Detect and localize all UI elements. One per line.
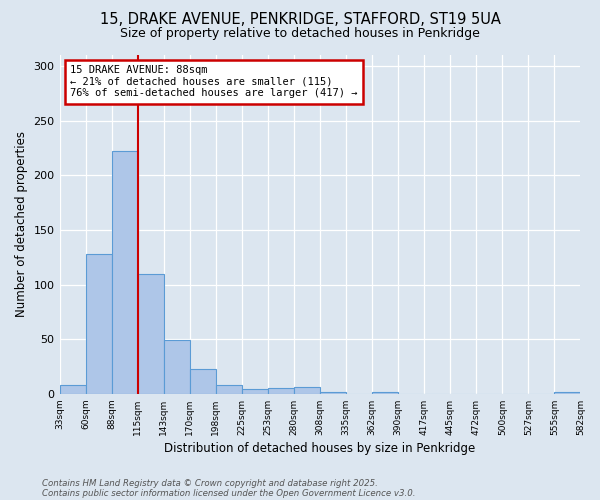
Bar — [268, 388, 294, 394]
Bar — [137, 274, 164, 394]
X-axis label: Distribution of detached houses by size in Penkridge: Distribution of detached houses by size … — [164, 442, 476, 455]
Text: Contains public sector information licensed under the Open Government Licence v3: Contains public sector information licen… — [42, 488, 415, 498]
Text: 15 DRAKE AVENUE: 88sqm
← 21% of detached houses are smaller (115)
76% of semi-de: 15 DRAKE AVENUE: 88sqm ← 21% of detached… — [70, 65, 358, 98]
Bar — [554, 392, 581, 394]
Text: Size of property relative to detached houses in Penkridge: Size of property relative to detached ho… — [120, 28, 480, 40]
Bar — [59, 385, 86, 394]
Bar — [112, 151, 137, 394]
Bar — [242, 390, 268, 394]
Bar — [86, 254, 112, 394]
Bar — [190, 368, 216, 394]
Bar — [164, 340, 190, 394]
Text: Contains HM Land Registry data © Crown copyright and database right 2025.: Contains HM Land Registry data © Crown c… — [42, 478, 378, 488]
Y-axis label: Number of detached properties: Number of detached properties — [15, 132, 28, 318]
Bar — [372, 392, 398, 394]
Text: 15, DRAKE AVENUE, PENKRIDGE, STAFFORD, ST19 5UA: 15, DRAKE AVENUE, PENKRIDGE, STAFFORD, S… — [100, 12, 500, 28]
Bar — [294, 388, 320, 394]
Bar — [216, 385, 242, 394]
Bar — [320, 392, 346, 394]
